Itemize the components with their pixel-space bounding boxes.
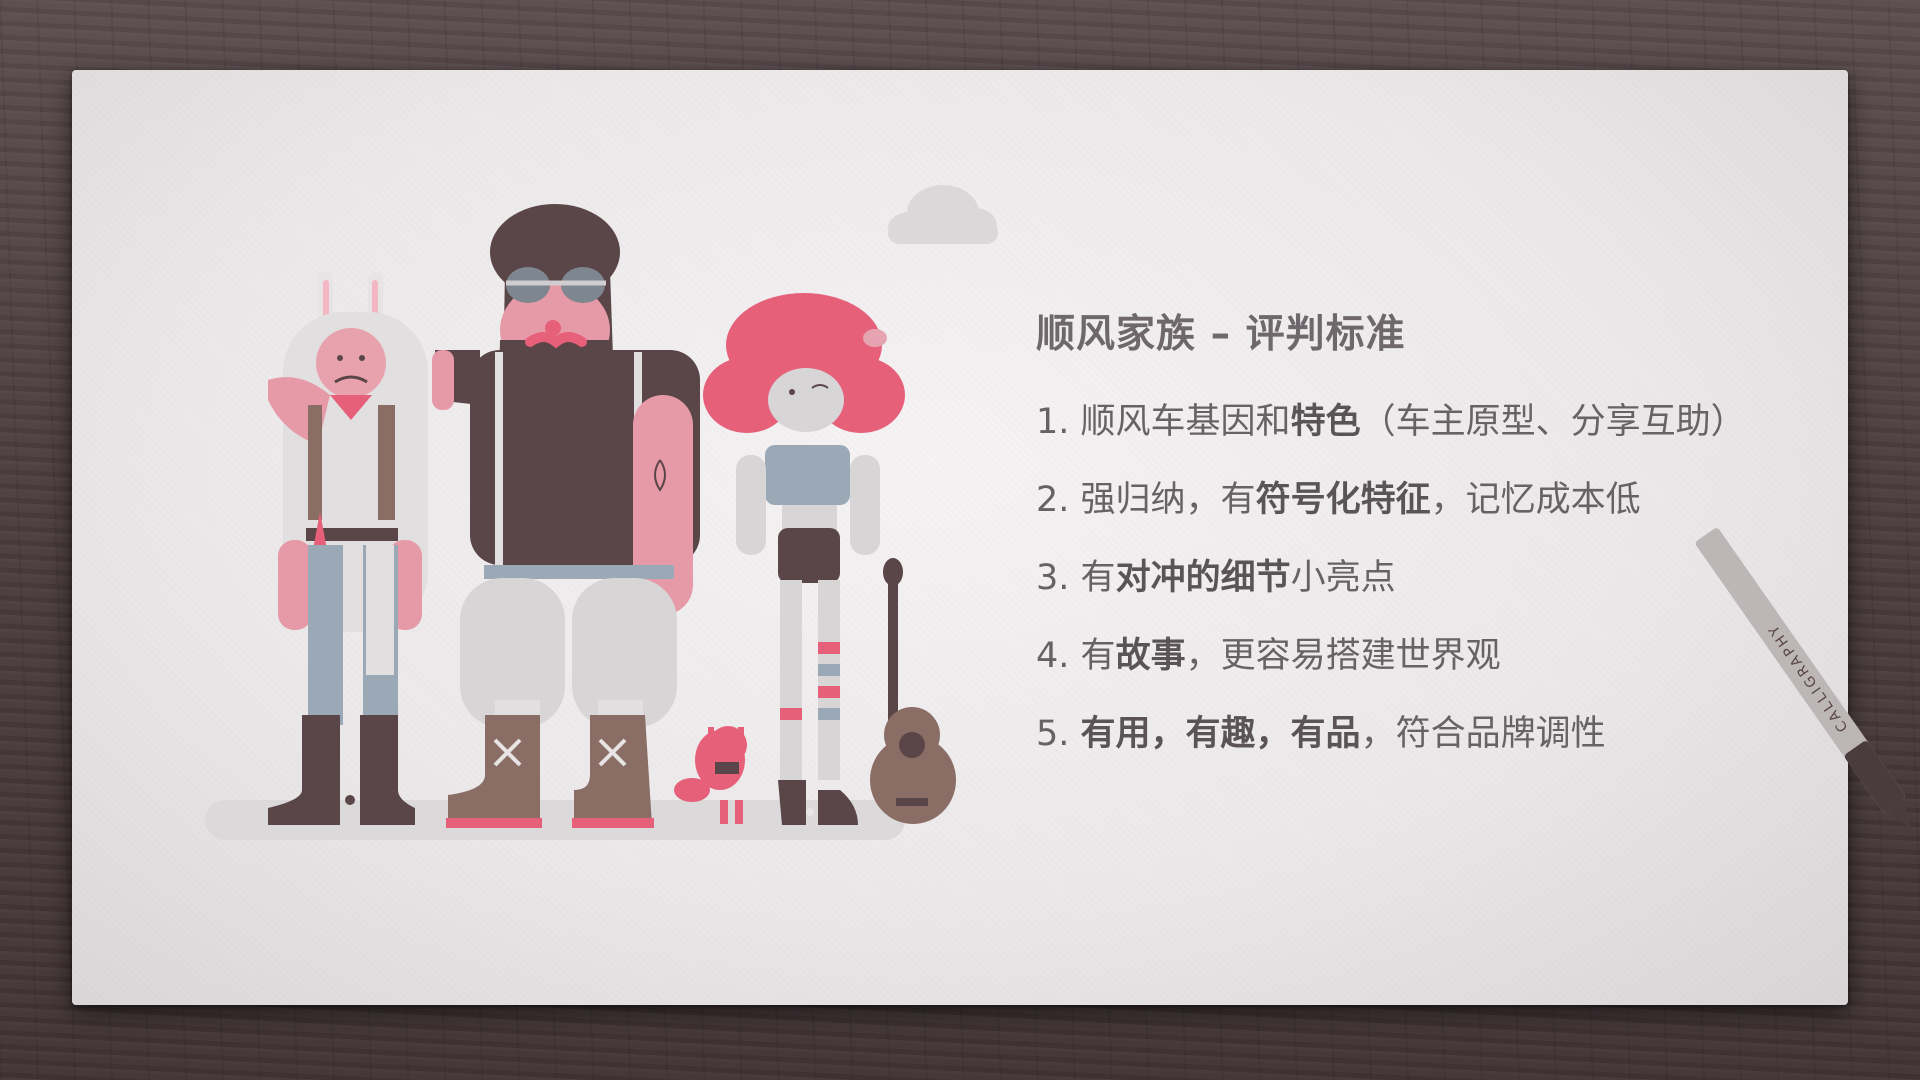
- slide-title: 顺风家族 – 评判标准: [1036, 312, 1406, 357]
- cloud-icon: [888, 185, 998, 244]
- criteria-item-3: 3. 有对冲的细节小亮点: [1036, 558, 1396, 598]
- bunny-costume-character: [268, 272, 428, 825]
- criteria-item-1: 1. 顺风车基因和特色（车主原型、分享互助）: [1036, 402, 1746, 442]
- pen-label: CALLIGRAPHY: [1764, 620, 1851, 735]
- bearded-man-character: [432, 204, 700, 828]
- criteria-text-block: 顺风家族 – 评判标准 1. 顺风车基因和特色（车主原型、分享互助） 2. 强归…: [1036, 303, 1746, 789]
- criteria-item-4: 4. 有故事，更容易搭建世界观: [1036, 636, 1501, 676]
- criteria-item-2: 2. 强归纳，有符号化特征，记忆成本低: [1036, 480, 1641, 520]
- pink-hair-girl-character: [703, 293, 905, 825]
- criteria-item-5: 5. 有用，有趣，有品，符合品牌调性: [1036, 714, 1606, 754]
- pink-pet-character: [674, 726, 747, 824]
- guitar-icon: [870, 558, 956, 824]
